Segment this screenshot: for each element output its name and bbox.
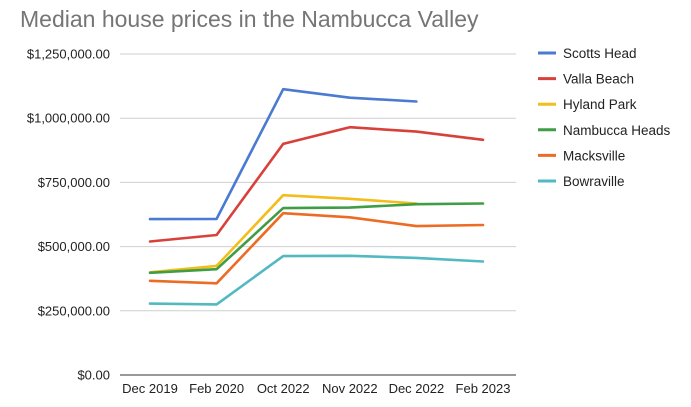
series-lines [148, 87, 485, 306]
x-tick-label: Dec 2022 [389, 381, 445, 396]
legend-item-scotts-head: Scotts Head [538, 46, 637, 61]
x-tick-label: Feb 2020 [189, 381, 244, 396]
y-tick-label: $0.00 [77, 368, 110, 383]
series-line-bowraville [148, 254, 485, 306]
series-line-macksville [148, 211, 485, 285]
legend-label: Scotts Head [563, 46, 637, 61]
x-tick-label: Nov 2022 [322, 381, 378, 396]
x-tick-label: Feb 2023 [456, 381, 511, 396]
legend: Scotts Head Valla Beach Hyland Park Nambucc… [538, 46, 671, 189]
series-line-valla-beach [148, 125, 485, 243]
gridlines [120, 53, 516, 376]
legend-label: Macksville [563, 148, 625, 163]
legend-item-macksville: Macksville [538, 148, 625, 163]
legend-item-bowraville: Bowraville [538, 174, 625, 189]
x-tick-label: Oct 2022 [257, 381, 310, 396]
y-tick-label: $750,000.00 [38, 175, 110, 190]
legend-label: Valla Beach [563, 72, 634, 87]
series-line-nambucca-heads [148, 202, 485, 275]
y-tick-label: $250,000.00 [38, 303, 110, 318]
x-axis-labels: Dec 2019 Feb 2020 Oct 2022 Nov 2022 Dec 2022… [122, 381, 510, 396]
legend-item-valla-beach: Valla Beach [538, 72, 634, 87]
legend-label: Hyland Park [563, 97, 637, 112]
y-axis-labels: $0.00 $250,000.00 $500,000.00 $750,000.00 $1… [27, 47, 110, 383]
legend-label: Nambucca Heads [563, 123, 671, 138]
series-line-hyland-park [148, 193, 418, 274]
y-tick-label: $1,000,000.00 [27, 111, 110, 126]
x-tick-label: Dec 2019 [122, 381, 178, 396]
y-tick-label: $1,250,000.00 [27, 47, 110, 62]
series-line-scotts-head [148, 87, 418, 221]
y-tick-label: $500,000.00 [38, 239, 110, 254]
legend-label: Bowraville [563, 174, 625, 189]
chart-title: Median house prices in the Nambucca Vall… [20, 6, 479, 32]
legend-item-nambucca-heads: Nambucca Heads [538, 123, 671, 138]
legend-item-hyland-park: Hyland Park [538, 97, 637, 112]
